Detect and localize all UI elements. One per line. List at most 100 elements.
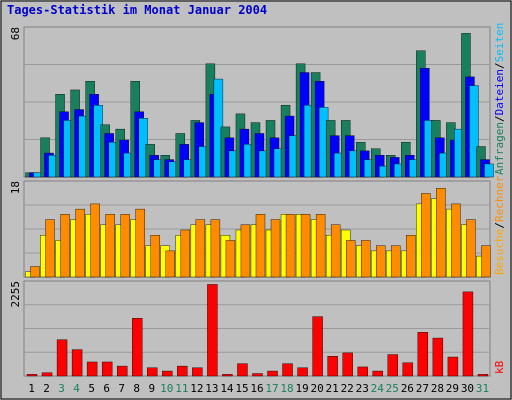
bar-rechner-day-12 [195, 219, 206, 278]
x-tick-label-day-10: 10 [160, 382, 173, 395]
bar-rechner-day-25 [391, 245, 401, 278]
panel-bottom: 2255 kB [9, 280, 506, 377]
bar-rechner-day-14 [225, 240, 236, 278]
legend-dateien: Dateien [493, 69, 506, 115]
bar-kb-day-22 [342, 352, 353, 377]
bar-rechner-day-27 [421, 193, 431, 278]
bar-kb-day-20 [312, 316, 323, 377]
panel-middle: 18 Besuche/Rechner [9, 175, 506, 278]
bar-rechner-day-1 [30, 266, 40, 278]
x-tick-label-day-14: 14 [220, 382, 234, 395]
bar-kb-day-30 [462, 291, 474, 377]
x-tick-label-day-9: 9 [148, 382, 155, 395]
bar-rechner-day-2 [45, 219, 55, 278]
bar-kb-day-1 [26, 374, 38, 377]
bar-kb-day-13 [207, 284, 218, 377]
bar-kb-day-3 [56, 339, 68, 377]
bar-kb-day-25 [387, 354, 398, 377]
legend-besuche: Besuche [493, 229, 506, 275]
bar-rechner-day-7 [120, 214, 130, 278]
bar-kb-day-7 [116, 365, 128, 377]
bar-kb-day-6 [101, 361, 113, 377]
bar-kb-day-2 [41, 372, 53, 377]
bar-rechner-day-30 [466, 219, 476, 278]
x-tick-label-day-7: 7 [118, 382, 125, 395]
bar-rechner-day-9 [150, 235, 160, 278]
bar-rechner-day-11 [180, 229, 191, 278]
bar-rechner-day-8 [135, 208, 145, 278]
bar-rechner-day-3 [60, 214, 70, 278]
bar-rechner-day-26 [406, 235, 416, 278]
bar-seiten-day-30 [469, 85, 479, 178]
x-tick-label-day-21: 21 [326, 382, 339, 395]
x-tick-label-day-12: 12 [190, 382, 203, 395]
bar-rechner-day-31 [481, 245, 491, 278]
x-tick-label-day-2: 2 [43, 382, 50, 395]
x-tick-label-day-26: 26 [401, 382, 414, 395]
bar-rechner-day-10 [165, 250, 175, 278]
x-tick-label-day-22: 22 [341, 382, 354, 395]
bar-kb-day-24 [372, 370, 383, 377]
legend-separator: / [493, 62, 506, 69]
x-tick-label-day-5: 5 [88, 382, 95, 395]
x-tick-label-day-19: 19 [295, 382, 308, 395]
bar-kb-day-31 [477, 374, 489, 377]
bar-rechner-day-13 [210, 219, 221, 278]
bar-rechner-day-29 [451, 203, 461, 278]
bar-kb-day-8 [132, 318, 143, 377]
bar-kb-day-11 [177, 365, 188, 377]
bar-kb-day-21 [327, 356, 338, 377]
bar-rechner-day-21 [330, 224, 341, 278]
bar-rechner-day-4 [75, 208, 85, 278]
series-legend: Anfragen/Dateien/Seiten [493, 23, 506, 175]
legend-anfragen: Anfragen [493, 122, 506, 175]
series-legend: kB [493, 360, 506, 374]
x-tick-label-day-18: 18 [280, 382, 293, 395]
y-max-label: 18 [9, 181, 22, 194]
bar-rechner-day-28 [436, 188, 446, 278]
bar-rechner-day-20 [315, 214, 326, 278]
bar-rechner-day-18 [285, 214, 296, 278]
bar-kb-day-9 [147, 367, 158, 377]
chart-title: Tages-Statistik im Monat Januar 2004 [7, 3, 267, 17]
x-tick-label-day-29: 29 [446, 382, 459, 395]
y-max-label: 68 [9, 27, 22, 40]
x-tick-label-day-1: 1 [28, 382, 35, 395]
legend-separator: / [493, 115, 506, 122]
x-tick-label-day-15: 15 [235, 382, 248, 395]
bar-kb-day-10 [162, 370, 173, 377]
x-tick-label-day-31: 31 [476, 382, 489, 395]
bar-kb-day-5 [86, 361, 98, 377]
x-tick-label-day-11: 11 [175, 382, 188, 395]
bar-rechner-day-22 [345, 240, 356, 278]
bar-rechner-day-17 [270, 219, 281, 278]
bar-seiten-day-31 [484, 163, 494, 178]
bar-rechner-day-5 [90, 203, 100, 278]
legend-kb: kB [493, 360, 506, 374]
x-tick-label-day-13: 13 [205, 382, 218, 395]
bar-kb-day-18 [282, 363, 293, 377]
bar-rechner-day-6 [105, 214, 115, 278]
bar-kb-day-16 [252, 373, 263, 377]
x-tick-label-day-27: 27 [416, 382, 429, 395]
bar-kb-day-4 [71, 349, 83, 377]
x-tick-label-day-30: 30 [461, 382, 474, 395]
legend-seiten: Seiten [493, 23, 506, 63]
bar-kb-day-29 [447, 356, 459, 377]
bar-kb-day-15 [237, 363, 248, 377]
y-max-label: 2255 [9, 281, 22, 308]
bar-kb-day-28 [432, 337, 444, 377]
legend-separator: / [493, 222, 506, 229]
x-tick-label-day-16: 16 [250, 382, 263, 395]
bar-kb-day-27 [417, 332, 429, 377]
x-tick-label-day-6: 6 [103, 382, 110, 395]
bar-rechner-day-19 [300, 214, 311, 278]
x-tick-label-day-17: 17 [265, 382, 278, 395]
x-tick-label-day-3: 3 [58, 382, 65, 395]
x-tick-label-day-23: 23 [356, 382, 369, 395]
bar-rechner-day-24 [376, 245, 386, 278]
bar-kb-day-14 [222, 374, 233, 377]
x-tick-label-day-28: 28 [431, 382, 444, 395]
